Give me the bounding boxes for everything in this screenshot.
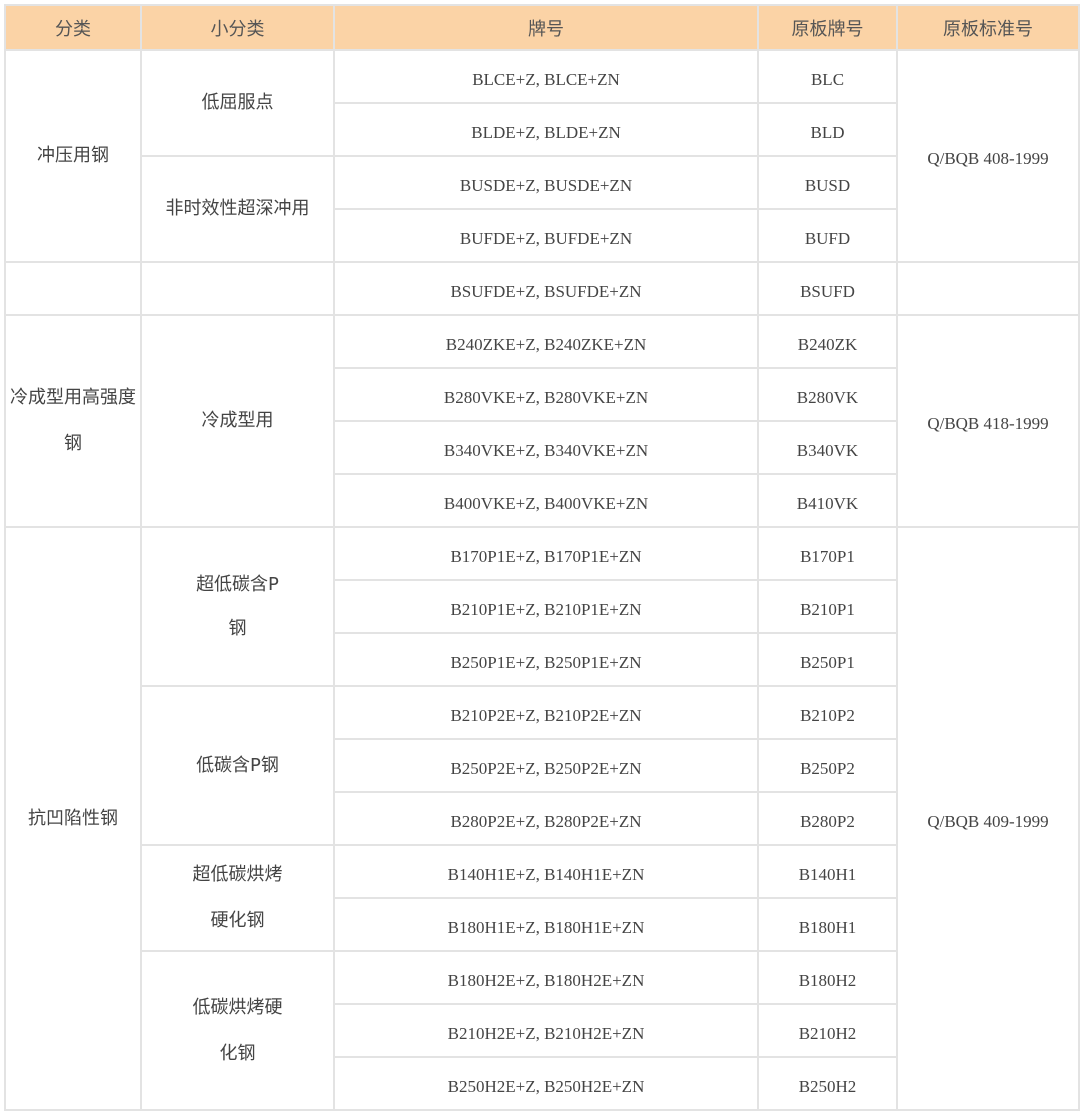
grade-cell: BLCE+Z, BLCE+ZN (333, 49, 759, 104)
grade-cell: BLDE+Z, BLDE+ZN (333, 102, 759, 157)
table-row: B250P2E+Z, B250P2E+ZN B250P2 (5, 738, 1079, 793)
base-grade-cell: BSUFD (757, 261, 898, 316)
table-row: BSUFDE+Z, BSUFDE+ZN BSUFD (4, 261, 1080, 316)
grade-cell: B140H1E+Z, B140H1E+ZN (333, 844, 759, 899)
table-row: B340VKE+Z, B340VKE+ZN B340VK (5, 420, 1079, 475)
header-base-grade: 原板牌号 (757, 4, 898, 51)
grade-cell: B280VKE+Z, B280VKE+ZN (333, 367, 759, 422)
base-standard-cell-empty (896, 261, 1080, 316)
base-grade-cell: B180H1 (757, 897, 898, 952)
subcategory-cell: 超低碳烘烤硬化钢 (140, 844, 335, 952)
base-grade-cell: BUSD (757, 155, 898, 210)
base-grade-cell: B210P1 (757, 579, 898, 634)
category-cell: 冲压用钢 (4, 49, 142, 263)
base-grade-cell: B280VK (757, 367, 898, 422)
base-grade-cell: B210P2 (757, 685, 898, 740)
grade-cell: BUFDE+Z, BUFDE+ZN (333, 208, 759, 263)
base-grade-cell: B340VK (757, 420, 898, 475)
base-grade-cell: B210H2 (757, 1003, 898, 1058)
subcategory-cell-empty (140, 261, 335, 316)
grade-cell: B280P2E+Z, B280P2E+ZN (333, 791, 759, 846)
grade-cell: B170P1E+Z, B170P1E+ZN (333, 526, 759, 581)
grade-cell: B250P1E+Z, B250P1E+ZN (333, 632, 759, 687)
subcategory-cell: 低碳含P钢 (140, 685, 335, 846)
subcategory-cell: 低屈服点 (140, 49, 335, 157)
header-grade: 牌号 (333, 4, 759, 51)
grade-cell: BUSDE+Z, BUSDE+ZN (333, 155, 759, 210)
header-category: 分类 (4, 4, 142, 51)
grade-cell: B210P1E+Z, B210P1E+ZN (333, 579, 759, 634)
subcategory-cell: 冷成型用 (140, 314, 335, 528)
header-row: 分类 小分类 牌号 原板牌号 原板标准号 (4, 4, 1080, 51)
category-cell-empty (4, 261, 142, 316)
base-standard-cell: Q/BQB 409-1999 (896, 526, 1080, 1111)
steel-grade-table: 分类 小分类 牌号 原板牌号 原板标准号 冲压用钢 低屈服点 BLCE+Z, BLC… (4, 4, 1080, 1111)
table-row: 非时效性超深冲用 BUSDE+Z, BUSDE+ZN BUSD (5, 155, 1079, 263)
category-cell: 冷成型用高强度钢 (4, 314, 142, 528)
table-row: B210P1E+Z, B210P1E+ZN B210P1 (5, 579, 1079, 634)
grade-cell: B180H2E+Z, B180H2E+ZN (333, 950, 759, 1005)
grade-cell: B400VKE+Z, B400VKE+ZN (333, 473, 759, 528)
base-grade-cell: B250H2 (757, 1056, 898, 1111)
base-grade-cell: B170P1 (757, 526, 898, 581)
table-row: 超低碳烘烤硬化钢 B140H1E+Z, B140H1E+ZN B140H1 (5, 844, 1079, 952)
grade-cell: B210P2E+Z, B210P2E+ZN (333, 685, 759, 740)
subcategory-cell: 非时效性超深冲用 (140, 155, 335, 263)
base-grade-cell: B140H1 (757, 844, 898, 899)
table-row: 低碳含P钢 B210P2E+Z, B210P2E+ZN B210P2 (5, 685, 1079, 846)
grade-cell: B180H1E+Z, B180H1E+ZN (333, 897, 759, 952)
category-cell: 抗凹陷性钢 (4, 526, 142, 1111)
subcategory-cell: 超低碳含P钢 (140, 526, 335, 687)
grade-cell: BSUFDE+Z, BSUFDE+ZN (333, 261, 759, 316)
table-row: B250P1E+Z, B250P1E+ZN B250P1 (5, 632, 1079, 687)
table-row: BUFDE+Z, BUFDE+ZN BUFD (5, 208, 1079, 263)
base-standard-cell: Q/BQB 408-1999 (896, 49, 1080, 263)
grade-cell: B210H2E+Z, B210H2E+ZN (333, 1003, 759, 1058)
base-grade-cell: B250P2 (757, 738, 898, 793)
base-standard-cell: Q/BQB 418-1999 (896, 314, 1080, 528)
base-grade-cell: BUFD (757, 208, 898, 263)
base-grade-cell: BLC (757, 49, 898, 104)
base-grade-cell: B410VK (757, 473, 898, 528)
table-row: B280VKE+Z, B280VKE+ZN B280VK (5, 367, 1079, 422)
base-grade-cell: B180H2 (757, 950, 898, 1005)
table-row: BLDE+Z, BLDE+ZN BLD (5, 102, 1079, 157)
table-row: B180H1E+Z, B180H1E+ZN B180H1 (5, 897, 1079, 952)
base-grade-cell: B250P1 (757, 632, 898, 687)
grade-cell: B250H2E+Z, B250H2E+ZN (333, 1056, 759, 1111)
table-row: 冲压用钢 低屈服点 BLCE+Z, BLCE+ZN BLC Q/BQB 408-1999 (4, 49, 1080, 263)
header-subcategory: 小分类 (140, 4, 335, 51)
table-row: B280P2E+Z, B280P2E+ZN B280P2 (5, 791, 1079, 846)
grade-cell: B250P2E+Z, B250P2E+ZN (333, 738, 759, 793)
grade-cell: B240ZKE+Z, B240ZKE+ZN (333, 314, 759, 369)
base-grade-cell: BLD (757, 102, 898, 157)
table-row: B400VKE+Z, B400VKE+ZN B410VK (5, 473, 1079, 528)
grade-cell: B340VKE+Z, B340VKE+ZN (333, 420, 759, 475)
subcategory-cell: 低碳烘烤硬化钢 (140, 950, 335, 1111)
header-base-standard: 原板标准号 (896, 4, 1080, 51)
base-grade-cell: B280P2 (757, 791, 898, 846)
base-grade-cell: B240ZK (757, 314, 898, 369)
table-row: 抗凹陷性钢 超低碳含P钢 B170P1E+Z, B170P1E+ZN B170P1 Q/… (4, 526, 1080, 1111)
table-row: 冷成型用高强度钢 冷成型用 B240ZKE+Z, B240ZKE+ZN B240ZK Q… (4, 314, 1080, 528)
